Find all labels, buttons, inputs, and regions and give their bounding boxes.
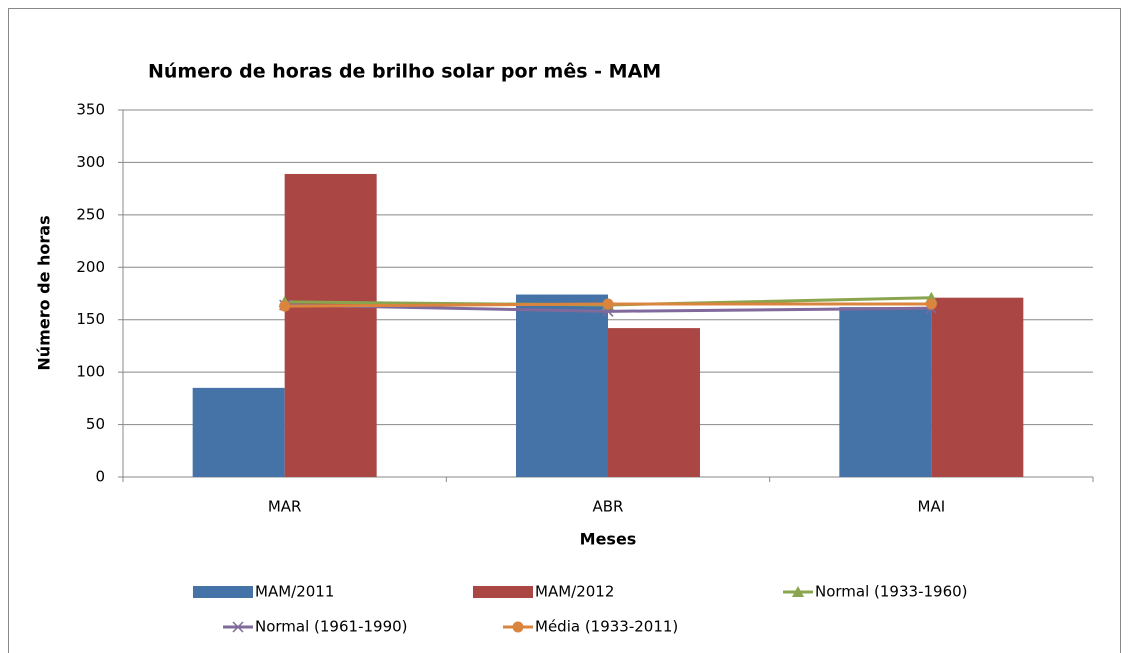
legend-swatch: [473, 586, 533, 598]
legend-label: Normal (1961-1990): [255, 618, 408, 636]
legend-label: MAM/2011: [255, 583, 334, 601]
y-axis-label: Número de horas: [35, 215, 54, 370]
y-tick-label: 50: [86, 415, 105, 433]
chart-title: Número de horas de brilho solar por mês …: [148, 61, 661, 83]
legend-label: Média (1933-2011): [535, 618, 678, 636]
legend-swatch: [193, 586, 253, 598]
y-tick-label: 300: [76, 153, 105, 171]
legend-marker: [792, 586, 804, 597]
bar: [284, 173, 377, 477]
bar: [608, 328, 700, 477]
bar: [839, 307, 932, 477]
bar: [192, 387, 285, 477]
bar: [931, 297, 1024, 477]
y-tick-label: 250: [76, 205, 105, 223]
legend-label: Normal (1933-1960): [815, 583, 968, 601]
point: [279, 300, 291, 312]
y-tick-label: 100: [76, 363, 105, 381]
y-tick-label: 200: [76, 258, 105, 276]
x-tick-label: MAI: [918, 498, 946, 516]
y-tick-label: 350: [76, 101, 105, 119]
y-tick-label: 150: [76, 310, 105, 328]
point: [602, 298, 614, 310]
x-axis-label: Meses: [580, 530, 637, 549]
legend-marker: [232, 621, 244, 633]
legend-marker: [512, 621, 524, 633]
bar: [516, 294, 608, 477]
legend-label: MAM/2012: [535, 583, 614, 601]
point: [925, 298, 937, 310]
x-tick-label: MAR: [268, 498, 302, 516]
x-tick-label: ABR: [593, 498, 624, 516]
y-tick-label: 0: [95, 468, 105, 486]
